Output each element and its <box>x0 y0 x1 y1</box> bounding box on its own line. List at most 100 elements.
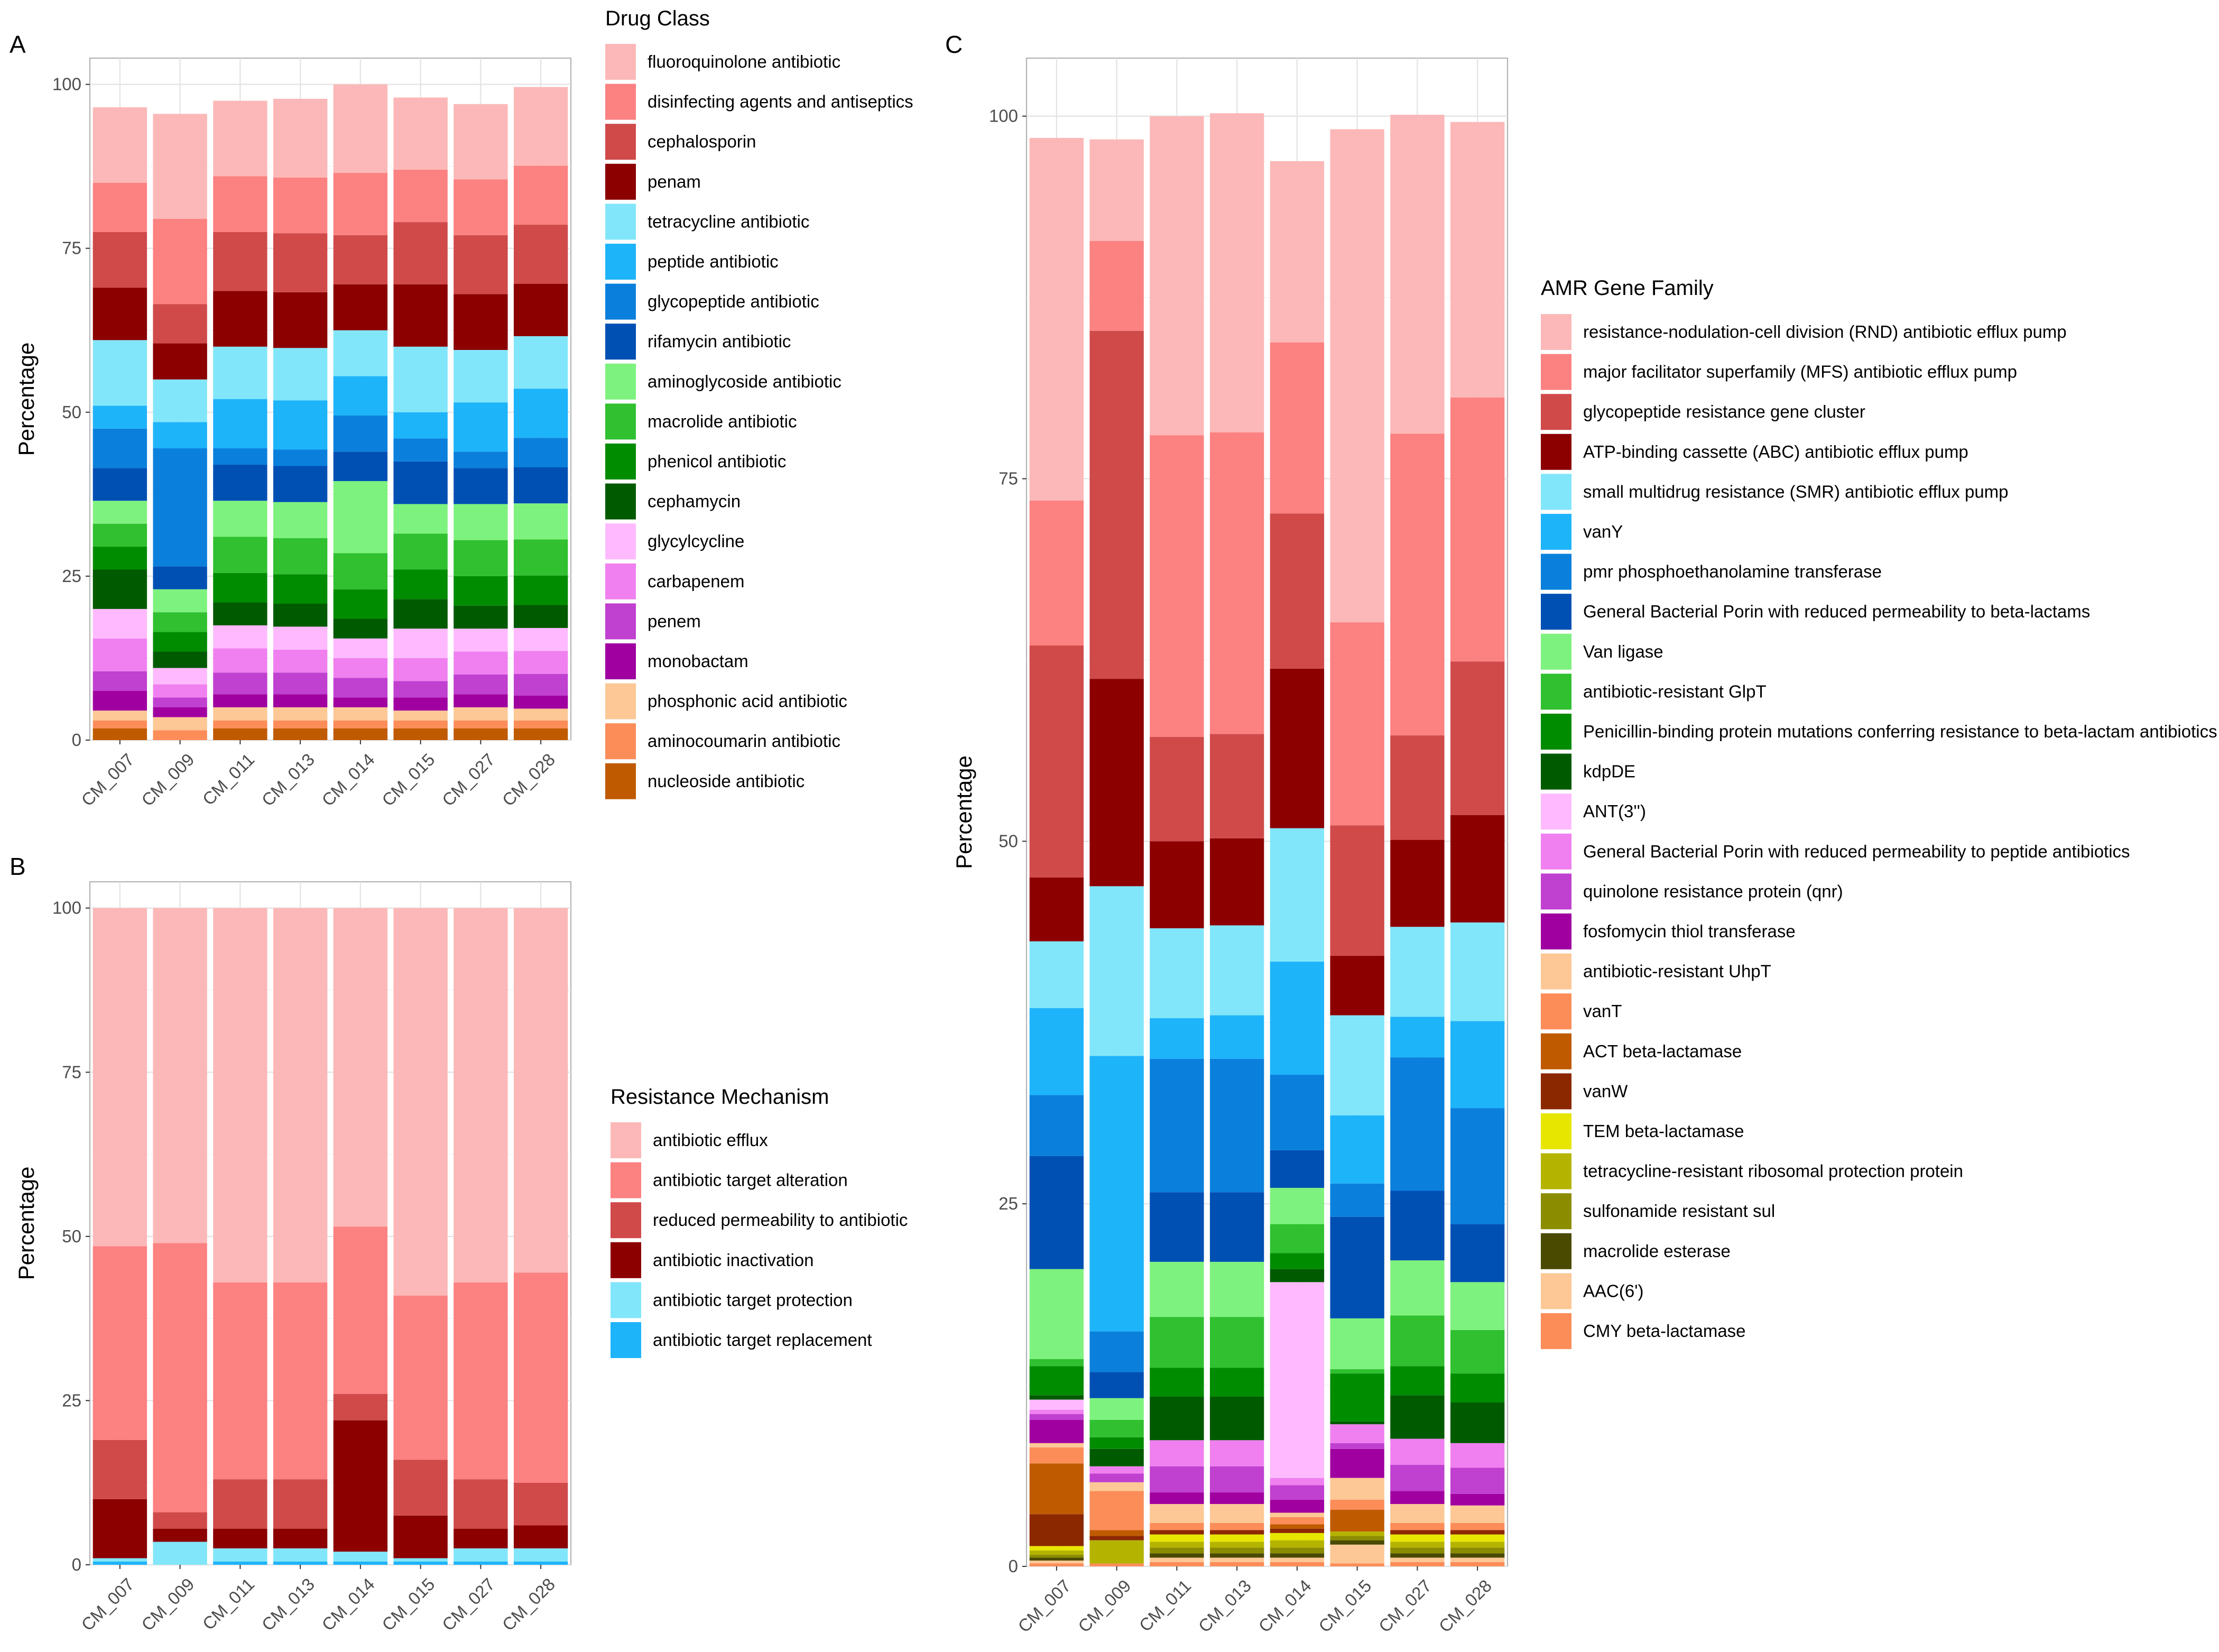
legend-label: vanW <box>1583 1081 1628 1101</box>
legend-swatch <box>611 1202 641 1239</box>
bar-segment <box>1150 1261 1204 1317</box>
bar-segment <box>333 84 388 173</box>
bar-segment <box>1270 1485 1325 1500</box>
bar-segment <box>333 330 388 376</box>
bar-segment <box>1450 815 1505 922</box>
bar-segment <box>513 225 568 284</box>
bar-segment <box>393 569 448 599</box>
bar-segment <box>1390 1395 1445 1439</box>
bar-segment <box>273 233 328 292</box>
bar-segment <box>1150 1192 1204 1262</box>
bar-segment <box>513 1561 568 1565</box>
legend-swatch <box>1541 873 1571 910</box>
y-tick-label: 25 <box>998 1194 1018 1213</box>
legend-label: tetracycline antibiotic <box>648 211 809 231</box>
bar-segment <box>1330 1499 1384 1510</box>
bar-segment <box>1029 1399 1084 1410</box>
bar-segment <box>1330 1443 1384 1449</box>
bar-segment <box>273 1561 328 1565</box>
bar-segment <box>454 1561 508 1565</box>
bar-segment <box>333 697 388 707</box>
bar-segment <box>1150 1504 1204 1523</box>
y-axis: 0 25 50 75 100 <box>989 106 1027 1576</box>
bar-segment <box>1150 1058 1204 1193</box>
bar-segment <box>153 1243 207 1512</box>
bar-segment <box>1270 1478 1325 1485</box>
bar-segment <box>454 468 508 504</box>
bar-segment <box>1330 1563 1384 1566</box>
bar-segment <box>393 412 448 439</box>
bar-segment <box>93 1499 147 1558</box>
bar-segment <box>1029 1366 1084 1396</box>
legend-label: resistance-nodulation-cell division (RND… <box>1583 322 2067 342</box>
bar-segment <box>1150 1317 1204 1368</box>
legend-label: glycylcycline <box>648 531 744 551</box>
bar-segment <box>1390 1190 1445 1261</box>
bar-segment <box>273 707 328 721</box>
bar-segment <box>1029 1409 1084 1414</box>
bar-segment <box>1450 1557 1505 1562</box>
bar-segment <box>513 503 568 540</box>
bar-segment <box>1450 1542 1505 1548</box>
bar-segment <box>153 730 207 740</box>
legend-label: CMY beta-lactamase <box>1583 1321 1746 1341</box>
bar-segment <box>1390 1057 1445 1191</box>
y-tick-label: 50 <box>62 1226 81 1246</box>
bar-segment <box>454 629 508 652</box>
legend-label: phenicol antibiotic <box>648 451 786 471</box>
legend: Drug Class fluoroquinolone antibiotic disi… <box>605 7 913 799</box>
bar-segment <box>1390 1530 1445 1535</box>
bar-segment <box>1450 122 1505 398</box>
bar-segment <box>1270 1528 1325 1533</box>
bar-segment <box>1029 1546 1084 1551</box>
bar-segment <box>1150 1522 1204 1530</box>
bar-segment <box>333 589 388 619</box>
bar-segment <box>1209 1534 1264 1542</box>
bar-segment <box>1209 432 1264 734</box>
bar-segment <box>1450 1282 1505 1330</box>
legend-label: antibiotic inactivation <box>653 1250 814 1270</box>
bar-segment <box>153 668 207 685</box>
legend-label: macrolide esterase <box>1583 1241 1731 1261</box>
bar-segment <box>1089 241 1144 331</box>
bar-segment <box>273 177 328 234</box>
bar-segment <box>454 451 508 468</box>
bar-segment <box>213 1282 267 1480</box>
bar-segment <box>513 539 568 576</box>
bar-segment <box>393 169 448 223</box>
bar-segment <box>153 1542 207 1565</box>
legend-label: pmr phosphoethanolamine transferase <box>1583 562 1882 582</box>
bar-segment <box>213 465 267 501</box>
bar-segment <box>213 908 267 1282</box>
bar-segment <box>333 678 388 698</box>
y-tick-label: 75 <box>62 1062 81 1082</box>
y-tick-label: 25 <box>62 566 81 586</box>
bar-segment <box>93 340 147 406</box>
legend-label: monobactam <box>648 651 748 671</box>
bar-segment <box>273 400 328 450</box>
legend-label: antibiotic-resistant UhpT <box>1583 962 1771 981</box>
bar-segment <box>1450 1402 1505 1443</box>
y-tick-label: 0 <box>72 730 81 750</box>
bar-segment <box>1029 1419 1084 1443</box>
bar-segment <box>1209 1466 1264 1493</box>
bar-segment <box>1209 838 1264 926</box>
legend-swatch <box>605 124 636 160</box>
bar-segment <box>1390 1522 1445 1530</box>
legend-swatch <box>605 204 636 240</box>
bar-segment <box>454 1548 508 1562</box>
bar-segment <box>1450 1224 1505 1282</box>
bar-segment <box>213 501 267 537</box>
bar-segment <box>1330 1510 1384 1532</box>
panel-label: C <box>945 31 963 58</box>
legend-swatch <box>605 163 636 200</box>
y-axis-label: Percentage <box>951 755 976 869</box>
bar-segment <box>1450 1534 1505 1542</box>
bar-segment <box>454 674 508 695</box>
bar-segment <box>1390 1547 1445 1554</box>
legend-label: fluoroquinolone antibiotic <box>648 52 840 71</box>
bar-segment <box>1330 1544 1384 1564</box>
bar-segment <box>273 720 328 728</box>
bar-segment <box>1270 1557 1325 1562</box>
bar-segment <box>1270 962 1325 1075</box>
